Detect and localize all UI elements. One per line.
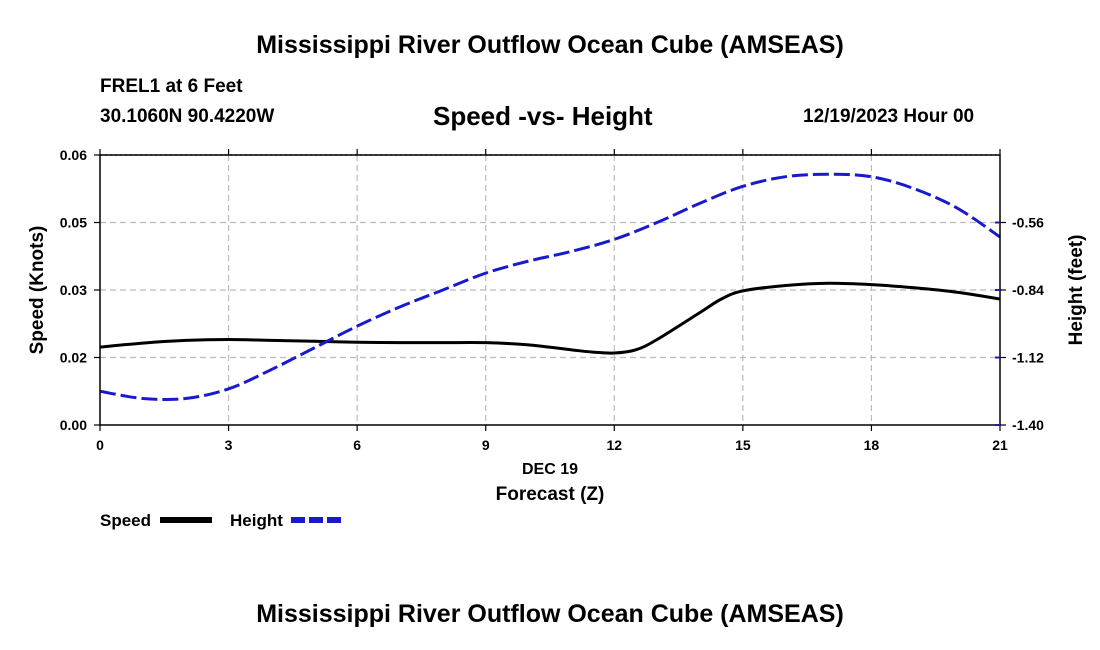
legend-speed-label: Speed xyxy=(100,511,151,530)
legend-height-label: Height xyxy=(230,511,283,530)
x-tick-label: 3 xyxy=(225,437,233,453)
x-tick-label: 18 xyxy=(864,437,880,453)
y-right-tick-label: -1.12 xyxy=(1012,350,1044,366)
y-left-tick-label: 0.03 xyxy=(60,282,87,298)
y-left-tick-label: 0.05 xyxy=(60,215,87,231)
x-axis-title: Forecast (Z) xyxy=(496,484,605,505)
chart-title: Mississippi River Outflow Ocean Cube (AM… xyxy=(256,31,844,59)
footer-title: Mississippi River Outflow Ocean Cube (AM… xyxy=(256,600,844,628)
y-axis-left-title: Speed (Knots) xyxy=(27,226,48,355)
x-tick-label: 12 xyxy=(606,437,622,453)
y-right-tick-label: -0.56 xyxy=(1012,215,1044,231)
axis-ticks xyxy=(94,149,1006,431)
axis-labels: 0 3 6 9 12 15 18 21 0.00 0.02 0.03 0.05 0.06 -1.40 -1.… xyxy=(60,147,1044,453)
chart-subtitle: Speed -vs- Height xyxy=(433,101,653,131)
series-lines xyxy=(99,172,1001,402)
height-series-line xyxy=(99,172,1001,402)
y-left-tick-label: 0.00 xyxy=(60,417,87,433)
x-tick-label: 15 xyxy=(735,437,751,453)
y-axis-right-title: Height (feet) xyxy=(1066,235,1087,346)
grid-lines xyxy=(100,154,1000,425)
y-left-tick-label: 0.06 xyxy=(60,147,87,163)
legend: Speed Height xyxy=(100,511,343,530)
forecast-datetime: 12/19/2023 Hour 00 xyxy=(803,106,975,127)
x-axis-date-label: DEC 19 xyxy=(522,461,578,478)
x-tick-label: 0 xyxy=(96,437,104,453)
coordinates-label: 30.1060N 90.4220W xyxy=(100,106,275,127)
station-label: FREL1 at 6 Feet xyxy=(100,76,243,97)
x-tick-label: 9 xyxy=(482,437,490,453)
x-tick-label: 6 xyxy=(353,437,361,453)
y-left-tick-label: 0.02 xyxy=(60,350,87,366)
y-right-tick-label: -1.40 xyxy=(1012,417,1044,433)
speed-series-line xyxy=(99,281,1001,355)
y-right-tick-label: -0.84 xyxy=(1012,282,1044,298)
x-tick-label: 21 xyxy=(992,437,1008,453)
